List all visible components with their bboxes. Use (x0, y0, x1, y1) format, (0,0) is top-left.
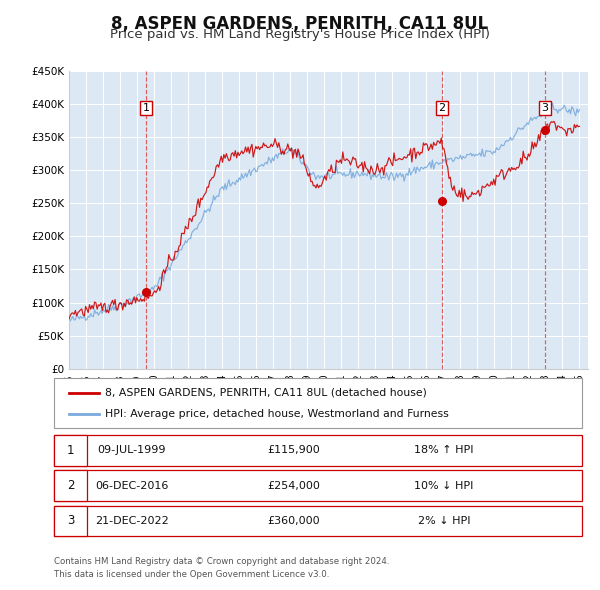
Text: 3: 3 (541, 103, 548, 113)
Text: 1: 1 (67, 444, 74, 457)
Text: 2: 2 (439, 103, 446, 113)
Text: 18% ↑ HPI: 18% ↑ HPI (414, 445, 474, 455)
Text: Price paid vs. HM Land Registry's House Price Index (HPI): Price paid vs. HM Land Registry's House … (110, 28, 490, 41)
Text: £254,000: £254,000 (268, 481, 320, 490)
Text: Contains HM Land Registry data © Crown copyright and database right 2024.: Contains HM Land Registry data © Crown c… (54, 558, 389, 566)
Text: £360,000: £360,000 (268, 516, 320, 526)
Text: 21-DEC-2022: 21-DEC-2022 (95, 516, 169, 526)
Text: 8, ASPEN GARDENS, PENRITH, CA11 8UL (detached house): 8, ASPEN GARDENS, PENRITH, CA11 8UL (det… (105, 388, 427, 398)
Text: 2% ↓ HPI: 2% ↓ HPI (418, 516, 470, 526)
Text: 3: 3 (67, 514, 74, 527)
Text: This data is licensed under the Open Government Licence v3.0.: This data is licensed under the Open Gov… (54, 571, 329, 579)
Text: 1: 1 (142, 103, 149, 113)
Text: HPI: Average price, detached house, Westmorland and Furness: HPI: Average price, detached house, West… (105, 409, 449, 419)
Text: 09-JUL-1999: 09-JUL-1999 (98, 445, 166, 455)
Text: 10% ↓ HPI: 10% ↓ HPI (415, 481, 473, 490)
Text: 06-DEC-2016: 06-DEC-2016 (95, 481, 169, 490)
Text: 2: 2 (67, 479, 74, 492)
Text: 8, ASPEN GARDENS, PENRITH, CA11 8UL: 8, ASPEN GARDENS, PENRITH, CA11 8UL (112, 15, 488, 33)
Text: £115,900: £115,900 (268, 445, 320, 455)
